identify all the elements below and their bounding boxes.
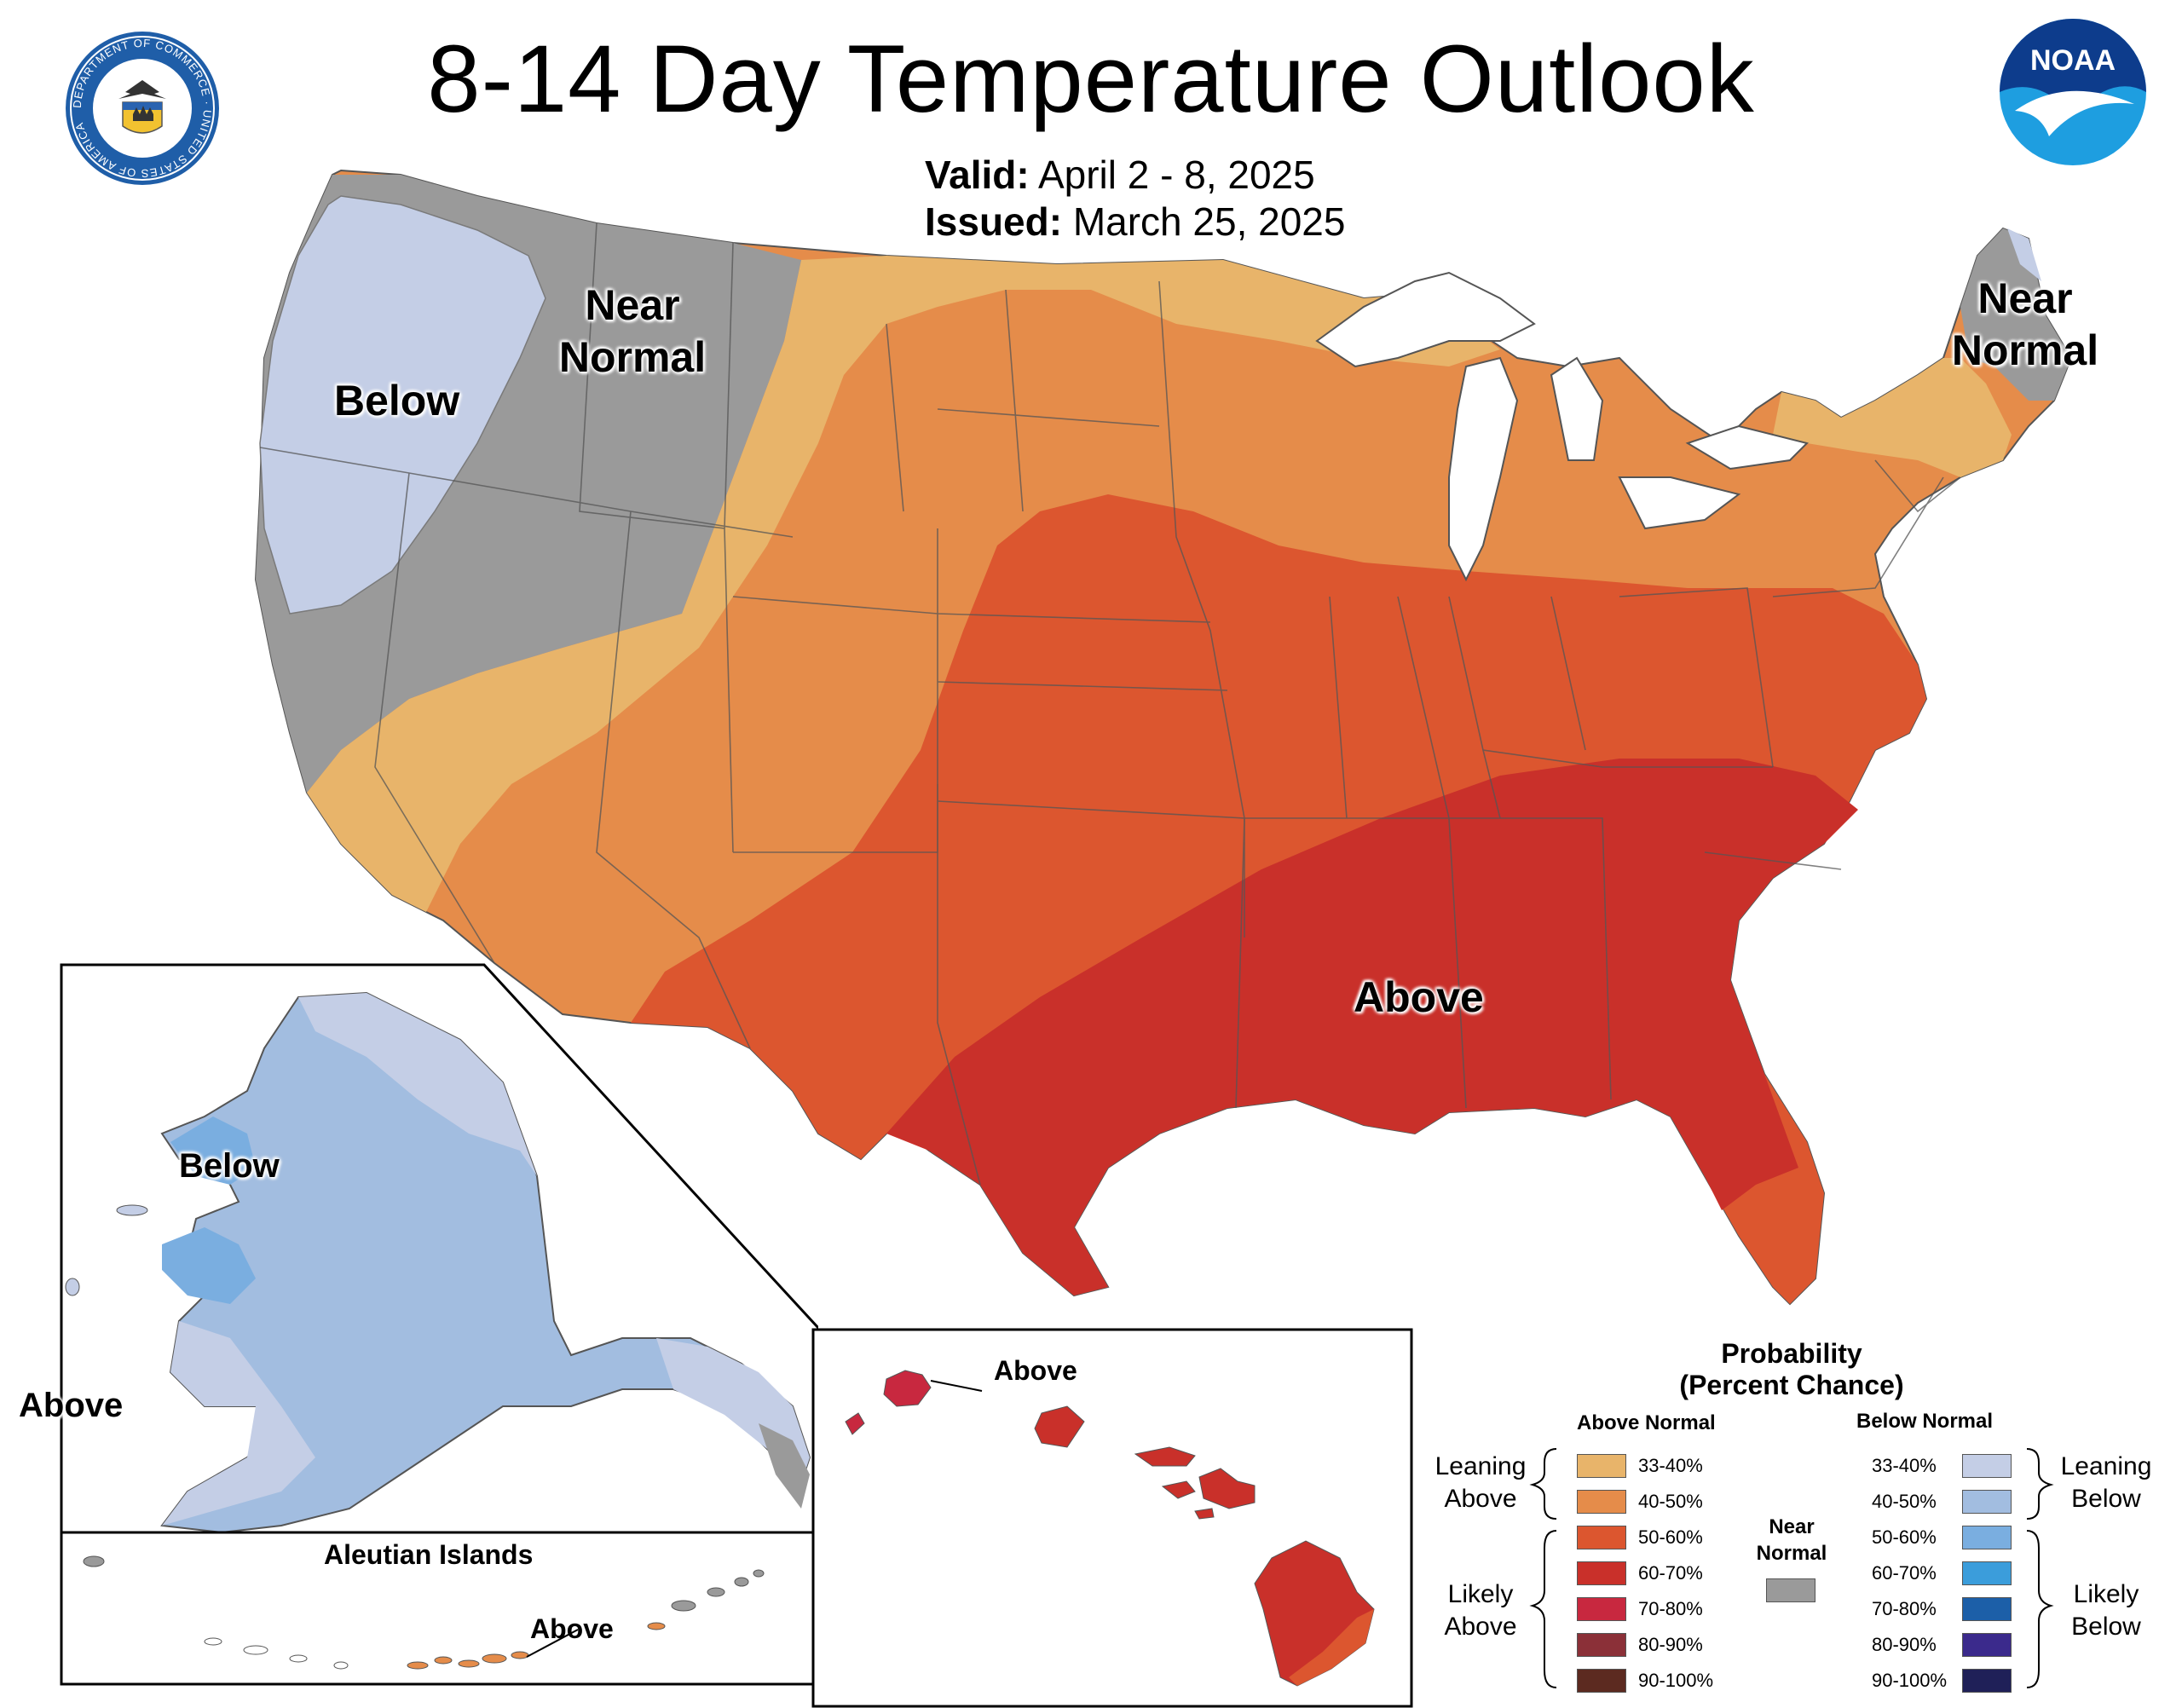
legend-likely-above: Likely Above: [1434, 1578, 1527, 1642]
legend-below-swatch: [1962, 1490, 2012, 1514]
legend-above-bin-label: 40-50%: [1638, 1491, 1703, 1512]
alaska-inset: [60, 963, 818, 1534]
legend-below-swatch: [1962, 1669, 2012, 1693]
label-alaska-below: Below: [179, 1147, 280, 1185]
issued-value: March 25, 2025: [1072, 199, 1346, 244]
legend-near-line2: Normal: [1756, 1542, 1827, 1566]
legend-below-bin-label: 50-60%: [1872, 1526, 1937, 1548]
likely-above-line2: Above: [1444, 1612, 1517, 1641]
aleutian-title: Aleutian Islands: [324, 1539, 534, 1570]
legend-below-swatch: [1962, 1454, 2012, 1478]
legend-above-swatch: [1577, 1526, 1626, 1549]
legend-title-line2: (Percent Chance): [1679, 1370, 1904, 1400]
legend-below-swatch: [1962, 1561, 2012, 1585]
noaa-text: NOAA: [2030, 44, 2116, 77]
commerce-seal-logo: DEPARTMENT OF COMMERCE · UNITED STATES O…: [66, 32, 219, 185]
legend-leaning-below: Leaning Below: [2059, 1451, 2153, 1515]
label-nw-near-normal: Near Normal: [556, 280, 709, 384]
legend-above-bin-label: 70-80%: [1638, 1598, 1703, 1619]
leaning-above-line1: Leaning: [1434, 1452, 1527, 1480]
valid-label: Valid:: [925, 153, 1030, 197]
legend-near-normal-swatch: [1766, 1578, 1815, 1602]
label-hawaii-above: Above: [994, 1355, 1077, 1386]
legend-below-swatch: [1962, 1526, 2012, 1549]
label-nw-normal: Normal: [558, 333, 707, 381]
great-lakes: [1315, 271, 1809, 582]
page-title: 8-14 Day Temperature Outlook: [427, 26, 1755, 132]
legend-below-bin-label: 80-90%: [1872, 1634, 1937, 1655]
label-nw-below: Below: [334, 377, 460, 424]
region-lean-above-ne: [1773, 358, 2012, 477]
legend-likely-below: Likely Below: [2059, 1578, 2153, 1642]
legend-below-swatch: [1962, 1597, 2012, 1621]
state-boundaries: [259, 222, 1961, 1186]
legend-below-bin-label: 70-80%: [1872, 1598, 1937, 1619]
legend-above-swatch: [1577, 1454, 1626, 1478]
label-ne-normal: Normal: [1951, 326, 2099, 374]
legend-above-bin-label: 90-100%: [1638, 1670, 1714, 1691]
hawaii-inset: [811, 1328, 1413, 1708]
valid-dates: Valid: April 2 - 8, 2025: [925, 152, 1315, 198]
legend-near-normal-label: Near Normal: [1751, 1514, 1833, 1567]
label-aleutian-above: Above: [530, 1613, 614, 1644]
label-se-above: Above: [1354, 973, 1484, 1021]
legend-above-bin-label: 33-40%: [1638, 1455, 1703, 1476]
legend-near-line1: Near: [1769, 1515, 1815, 1538]
leaning-above-line2: Above: [1444, 1484, 1517, 1513]
legend-title-line1: Probability: [1721, 1338, 1862, 1369]
legend-below-bin-label: 33-40%: [1872, 1455, 1937, 1476]
label-ne-near: Near: [1977, 274, 2073, 322]
legend-below-header: Below Normal: [1856, 1410, 1994, 1433]
legend-above-header: Above Normal: [1577, 1411, 1716, 1434]
issued-label: Issued:: [925, 199, 1063, 244]
legend-above-swatch: [1577, 1597, 1626, 1621]
legend-leaning-above: Leaning Above: [1434, 1451, 1527, 1515]
legend-title: Probability (Percent Chance): [1672, 1338, 1911, 1401]
legend-above-bin-label: 80-90%: [1638, 1634, 1703, 1655]
valid-value: April 2 - 8, 2025: [1037, 153, 1315, 197]
alaska-land: [160, 991, 811, 1534]
label-alaska-above: Above: [19, 1387, 124, 1424]
noaa-logo: NOAA: [2000, 19, 2146, 165]
likely-above-line1: Likely: [1447, 1580, 1514, 1608]
leaning-below-line1: Leaning: [2060, 1452, 2152, 1480]
legend-above-swatch: [1577, 1669, 1626, 1693]
legend-above-swatch: [1577, 1633, 1626, 1657]
legend-below-swatch: [1962, 1633, 2012, 1657]
region-near-normal-ne: [1960, 228, 2071, 401]
legend-brace-below: [2026, 1448, 2054, 1688]
legend-brace-above: [1529, 1448, 1557, 1688]
legend-below-bin-label: 60-70%: [1872, 1562, 1937, 1584]
legend-below-bin-label: 90-100%: [1872, 1670, 1948, 1691]
label-ne-near-normal: Near Normal: [1948, 273, 2102, 377]
aleutian-inset: [60, 1531, 818, 1686]
legend-below-bin-label: 40-50%: [1872, 1491, 1937, 1512]
region-lean-below-nw: [259, 195, 546, 615]
legend-above-bin-label: 60-70%: [1638, 1562, 1703, 1584]
legend-above-swatch: [1577, 1561, 1626, 1585]
leaning-below-line2: Below: [2071, 1484, 2141, 1513]
region-above-60-70: [886, 759, 1858, 1295]
likely-below-line1: Likely: [2073, 1580, 2139, 1608]
legend-above-bin-label: 50-60%: [1638, 1526, 1703, 1548]
likely-below-line2: Below: [2071, 1612, 2141, 1641]
issued-date: Issued: March 25, 2025: [925, 199, 1345, 245]
label-nw-near: Near: [585, 281, 680, 329]
legend-above-swatch: [1577, 1490, 1626, 1514]
